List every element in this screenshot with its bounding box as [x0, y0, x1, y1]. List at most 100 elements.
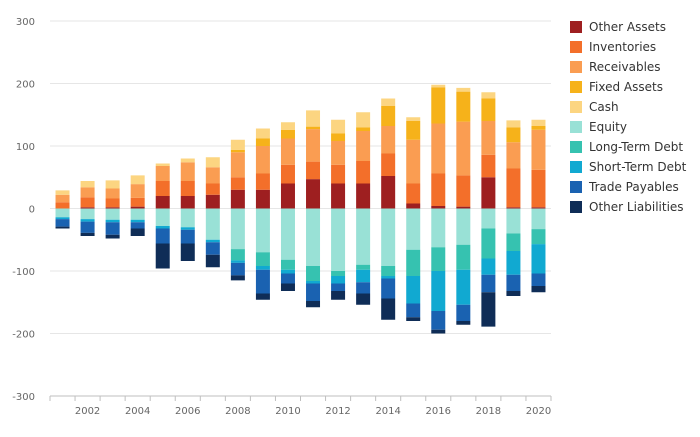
bar-segment [481, 121, 496, 155]
legend-swatch [570, 101, 582, 113]
bar-segment [130, 219, 145, 223]
bar-segment [406, 276, 421, 304]
legend-item: Other Liabilities [570, 197, 698, 217]
y-tick-label: 300 [16, 17, 35, 28]
legend-label: Trade Payables [589, 180, 679, 194]
legend-item: Fixed Assets [570, 77, 698, 97]
y-tick-label: 0 [29, 205, 35, 216]
bar-segment [506, 168, 521, 208]
bar-segment [381, 98, 396, 106]
bar-segment [280, 269, 295, 274]
bar-segment [130, 222, 145, 229]
x-tick-label: 2006 [175, 406, 200, 417]
bar-segment [406, 117, 421, 121]
bar-segment [230, 139, 245, 150]
bar-segment [255, 208, 270, 253]
bar-segment [431, 329, 446, 334]
bar-segment [381, 298, 396, 320]
y-tick-label: -200 [12, 330, 35, 341]
bar-segment [506, 127, 521, 143]
bar-segment [105, 208, 120, 220]
bar-segment [306, 126, 321, 130]
legend-item: Cash [570, 97, 698, 117]
bar-segment [230, 149, 245, 153]
bar-segment [456, 304, 471, 321]
bar-segment [506, 120, 521, 128]
bar-segment [331, 271, 346, 276]
legend-label: Equity [589, 120, 627, 134]
bar-segment [456, 206, 471, 209]
bar-segment [255, 128, 270, 139]
bar-segment [205, 194, 220, 209]
bar-segment [406, 317, 421, 321]
bar-segment [481, 292, 496, 327]
bar-segment [105, 198, 120, 208]
bar-segment [306, 161, 321, 180]
bar-segment [180, 158, 195, 163]
legend-item: Long-Term Debt [570, 137, 698, 157]
bar-segment [306, 110, 321, 127]
legend-label: Other Assets [589, 20, 666, 34]
legend-item: Trade Payables [570, 177, 698, 197]
bar-segment [55, 208, 70, 218]
y-tick-label: 100 [16, 142, 35, 153]
bar-segment [381, 106, 396, 126]
bar-segment [255, 293, 270, 300]
bar-segment [356, 282, 371, 294]
bar-segment [506, 251, 521, 275]
bar-segment [356, 161, 371, 184]
bar-segment [306, 281, 321, 284]
bar-segment [406, 303, 421, 318]
bar-segment [456, 244, 471, 270]
y-tick-label: -100 [12, 267, 35, 278]
bar-segment [280, 259, 295, 270]
bar-segment [80, 232, 95, 236]
bar-segment [306, 301, 321, 308]
bar-segment [105, 180, 120, 189]
bar-segment [456, 175, 471, 207]
bar-segment [180, 196, 195, 209]
bar-segment [306, 129, 321, 162]
bar-segment [456, 87, 471, 92]
legend-swatch [570, 161, 582, 173]
bar-segment [130, 175, 145, 185]
x-tick-label: 2012 [325, 406, 350, 417]
bar-segment [55, 202, 70, 209]
bar-segment [255, 146, 270, 174]
bar-segment [155, 196, 170, 209]
x-tick-label: 2018 [476, 406, 501, 417]
x-tick-label: 2004 [125, 406, 150, 417]
bar-segment [381, 208, 396, 266]
bar-segment [406, 183, 421, 204]
bar-segment [155, 208, 170, 226]
bar-segment [531, 126, 546, 130]
bar-segment [381, 266, 396, 276]
bar-segment [531, 119, 546, 126]
bar-segment [55, 219, 70, 227]
bar-segment [155, 166, 170, 181]
bar-segment [80, 197, 95, 208]
bar-segment [230, 152, 245, 178]
legend-item: Inventories [570, 37, 698, 57]
bar-segment [456, 208, 471, 245]
x-tick-label: 2020 [526, 406, 551, 417]
bar-segment [481, 228, 496, 259]
legend-swatch [570, 181, 582, 193]
y-tick-label: 200 [16, 80, 35, 91]
legend-swatch [570, 141, 582, 153]
bar-segment [431, 123, 446, 174]
x-tick-label: 2016 [426, 406, 451, 417]
bar-segment [205, 183, 220, 195]
bar-segment [205, 254, 220, 268]
bar-segment [105, 222, 120, 235]
bar-segment [431, 311, 446, 330]
legend-swatch [570, 121, 582, 133]
bar-segment [506, 142, 521, 169]
legend: Other Assets Inventories Receivables Fixed … [570, 17, 698, 217]
bar-segment [205, 167, 220, 184]
bar-segment [481, 92, 496, 99]
bar-segment [280, 138, 295, 165]
bar-segment [431, 84, 446, 88]
